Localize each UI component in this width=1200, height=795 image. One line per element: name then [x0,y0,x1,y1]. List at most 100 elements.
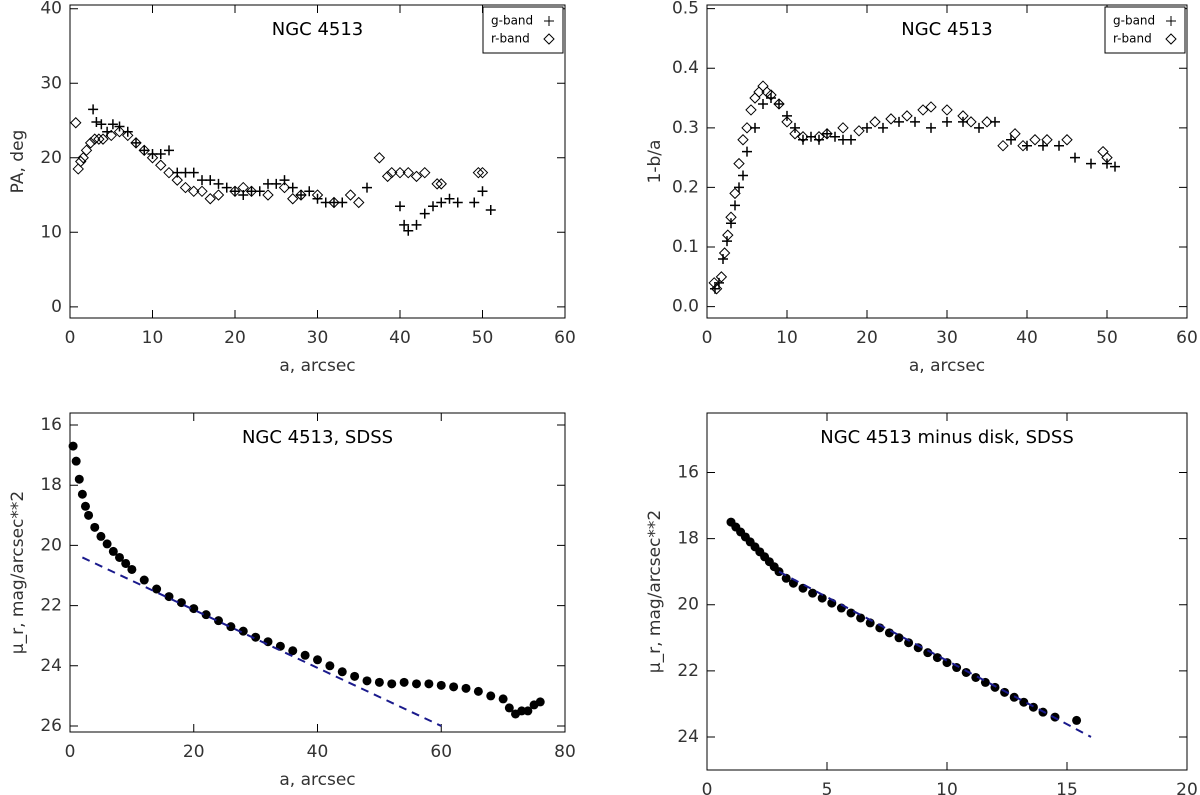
diamond-marker [179,181,192,194]
x-axis-label: a, arcsec [909,356,985,376]
plus-marker [974,122,984,133]
diamond-marker [718,247,731,259]
diamond-marker [130,137,142,149]
diamond-marker [204,193,216,205]
dot-marker [201,610,211,620]
diamond-marker [981,116,993,128]
diamond-marker [797,131,809,143]
diamond-marker [773,98,785,110]
plus-marker [1070,152,1080,163]
plus-marker [774,98,784,109]
dot-marker [80,501,90,511]
legend-box [1104,6,1186,54]
dot-marker [226,622,236,632]
diamond-marker [789,128,801,140]
plus-marker [1110,161,1120,172]
x-tick-label: 5 [822,780,833,795]
plus-marker [718,253,728,264]
plus-marker [790,122,800,133]
dot-marker [971,672,981,682]
plus-marker [798,134,808,145]
x-tick-label: 0 [702,328,713,348]
diamond-marker [328,196,340,209]
y-axis-label: 1-b/a [645,140,665,184]
y-tick-label: 22 [40,596,62,616]
diamond-marker [229,185,241,198]
diamond-marker [155,159,167,171]
y-tick-label: 20 [40,148,62,168]
diamond-marker [278,181,291,194]
diamond-marker [715,271,728,283]
plus-marker [296,190,306,201]
plus-marker [878,122,888,133]
y-tick-label: 18 [677,529,699,549]
plus-marker [469,197,480,208]
diamond-marker [75,155,87,168]
y-tick-label: 0.5 [672,0,699,19]
diamond-marker [708,277,720,289]
dot-marker [517,706,527,716]
plus-marker [485,204,496,215]
diamond-marker [311,189,324,201]
diamond-marker [295,189,307,201]
diamond-marker [957,110,969,122]
diamond-marker [93,133,105,145]
diamond-marker [171,174,183,186]
dot-marker [424,679,434,689]
plus-marker [88,104,99,115]
plus-marker [279,175,290,186]
legend-symbol [1166,16,1176,26]
dot-marker [121,558,131,568]
dot-marker [923,648,933,658]
diamond-marker [472,166,485,179]
dot-marker [913,643,923,653]
chart-title: NGC 4513 [901,19,993,40]
diamond-marker [77,152,89,164]
plus-marker [862,122,872,133]
diamond-marker [901,110,913,122]
plus-marker [238,190,249,201]
legend-label: r-band [1113,32,1152,46]
diamond-marker [765,89,777,101]
plus-marker [758,98,768,109]
y-axis-label: μ_r, mag/arcsec**2 [8,491,28,654]
dot-marker [96,531,106,541]
legend-label: g-band [491,14,533,28]
plus-marker [910,116,920,127]
plus-marker [428,201,438,212]
diamond-marker [925,101,937,113]
plus-marker [155,149,166,160]
y-tick-label: 26 [40,716,62,736]
dot-marker [288,646,298,656]
plus-marker [139,145,150,156]
diamond-marker [733,157,745,170]
fit-line [778,570,1092,738]
diamond-marker [431,178,443,190]
diamond-marker [84,137,97,149]
diamond-marker [138,144,150,157]
x-tick-label: 30 [307,328,329,348]
diamond-marker [781,116,793,128]
dot-marker [238,626,248,636]
x-tick-label: 0 [702,780,713,795]
diamond-marker [725,211,737,223]
plus-marker [411,219,422,230]
x-tick-label: 0 [65,742,76,762]
x-tick-label: 50 [1096,328,1118,348]
diamond-marker [80,144,93,157]
plus-marker [362,182,372,193]
x-tick-label: 30 [936,328,958,348]
dot-marker [961,667,971,677]
plus-marker [107,119,118,130]
dot-marker [449,682,459,692]
dot-marker [781,573,791,583]
x-tick-label: 80 [554,742,576,762]
diamond-marker [749,92,761,104]
dot-marker [387,679,397,689]
diamond-marker [70,117,82,129]
diamond-marker [729,187,741,200]
x-tick-label: 40 [389,328,411,348]
diamond-marker [965,116,977,128]
diamond-marker [941,104,953,116]
